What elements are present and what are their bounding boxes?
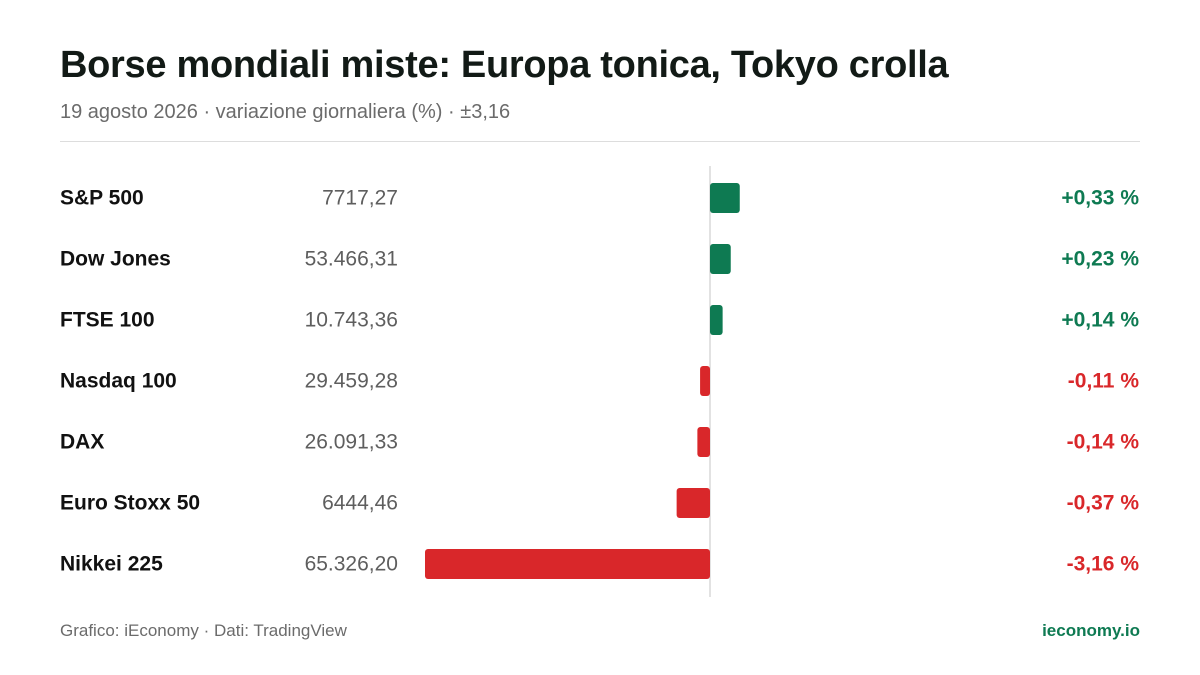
bar-negative bbox=[676, 488, 710, 518]
index-name-label: Euro Stoxx 50 bbox=[60, 492, 200, 515]
index-name-label: DAX bbox=[60, 431, 104, 454]
footer-brand-link[interactable]: ieconomy.io bbox=[1042, 621, 1140, 640]
bar-positive bbox=[710, 305, 723, 335]
index-level-value: 7717,27 bbox=[322, 187, 398, 210]
index-level-value: 6444,46 bbox=[322, 492, 398, 515]
index-name-label: Dow Jones bbox=[60, 248, 171, 271]
bar-negative bbox=[700, 366, 710, 396]
percent-change-label: -0,14 % bbox=[1067, 431, 1140, 454]
header-divider bbox=[60, 141, 1140, 142]
index-level-value: 10.743,36 bbox=[305, 309, 398, 332]
index-level-value: 53.466,31 bbox=[305, 248, 398, 271]
chart-title: Borse mondiali miste: Europa tonica, Tok… bbox=[60, 44, 949, 86]
index-name-label: Nasdaq 100 bbox=[60, 370, 177, 393]
percent-change-label: +0,33 % bbox=[1061, 187, 1139, 210]
percent-change-label: -0,11 % bbox=[1068, 370, 1140, 393]
index-name-label: S&P 500 bbox=[60, 187, 144, 210]
index-name-label: FTSE 100 bbox=[60, 309, 155, 332]
bar-negative bbox=[697, 427, 710, 457]
footer-source: Grafico: iEconomy · Dati: TradingView bbox=[60, 621, 347, 640]
percent-change-label: -0,37 % bbox=[1067, 492, 1140, 515]
bar-positive bbox=[710, 183, 740, 213]
percent-change-label: +0,23 % bbox=[1061, 248, 1139, 271]
index-level-value: 65.326,20 bbox=[305, 553, 398, 576]
bar-negative bbox=[425, 549, 710, 579]
index-level-value: 26.091,33 bbox=[305, 431, 398, 454]
percent-change-label: -3,16 % bbox=[1067, 553, 1140, 576]
chart-subtitle: 19 agosto 2026 · variazione giornaliera … bbox=[60, 101, 511, 123]
bar-positive bbox=[710, 244, 731, 274]
index-name-label: Nikkei 225 bbox=[60, 553, 163, 576]
index-level-value: 29.459,28 bbox=[305, 370, 398, 393]
percent-change-label: +0,14 % bbox=[1061, 309, 1139, 332]
